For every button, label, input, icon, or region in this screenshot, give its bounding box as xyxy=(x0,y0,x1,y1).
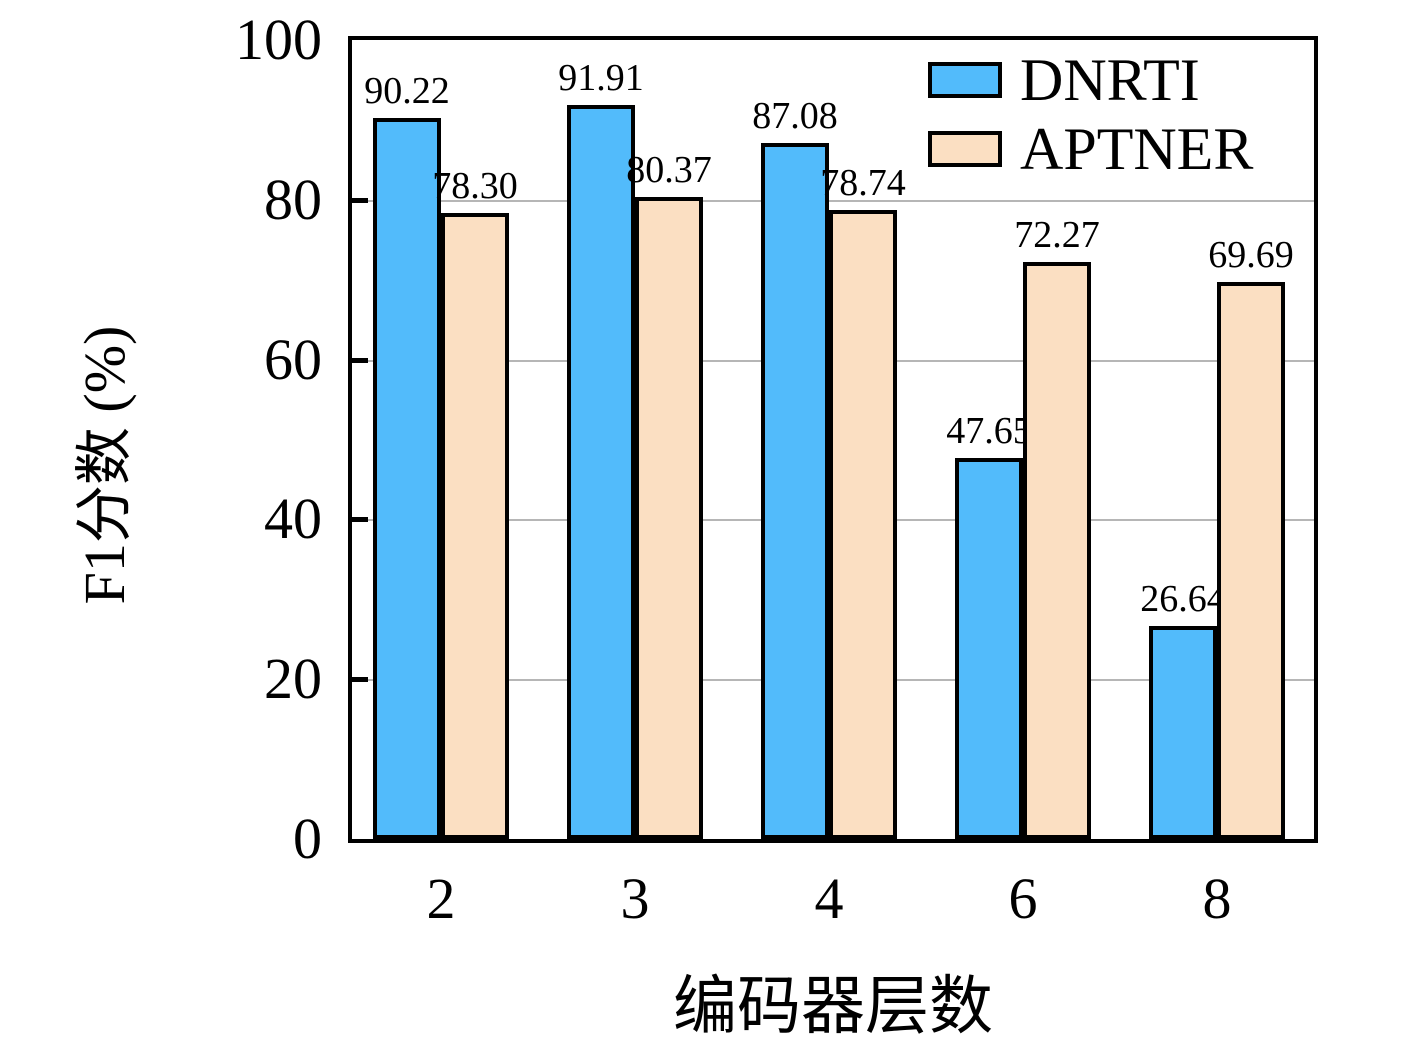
bar-aptner-2 xyxy=(441,213,509,839)
legend-label-aptner: APTNER xyxy=(1020,116,1254,182)
y-tick-label-100: 100 xyxy=(235,7,322,72)
bar-dnrti-6 xyxy=(955,458,1023,839)
value-label-aptner-6: 72.27 xyxy=(1014,213,1100,256)
value-label-dnrti-2: 90.22 xyxy=(364,70,450,113)
value-label-dnrti-4: 87.08 xyxy=(752,95,838,138)
gridline-y80 xyxy=(352,199,1314,202)
value-label-dnrti-3: 91.91 xyxy=(558,56,644,99)
value-label-aptner-2: 78.30 xyxy=(432,165,518,208)
x-tick-label-6: 6 xyxy=(1008,866,1038,931)
bar-dnrti-3 xyxy=(567,104,635,839)
y-tick-mark-60 xyxy=(352,357,368,363)
bar-dnrti-4 xyxy=(761,143,829,839)
legend-swatch-aptner xyxy=(928,131,1002,167)
y-tick-label-20: 20 xyxy=(264,646,322,712)
x-tick-label-3: 3 xyxy=(620,866,650,931)
value-label-dnrti-6: 47.65 xyxy=(946,410,1032,453)
value-label-dnrti-8: 26.64 xyxy=(1140,578,1226,621)
value-label-aptner-3: 80.37 xyxy=(626,148,712,191)
y-tick-mark-40 xyxy=(352,517,368,523)
y-tick-label-40: 40 xyxy=(264,486,322,552)
legend-label-dnrti: DNRTI xyxy=(1020,47,1200,113)
bar-aptner-4 xyxy=(829,209,897,839)
bar-dnrti-8 xyxy=(1149,626,1217,839)
x-tick-label-2: 2 xyxy=(426,866,456,931)
value-label-aptner-8: 69.69 xyxy=(1208,234,1294,277)
legend-swatch-dnrti xyxy=(928,62,1002,98)
legend-item-dnrti: DNRTI xyxy=(928,50,1200,110)
y-tick-label-80: 80 xyxy=(264,166,322,232)
bar-aptner-3 xyxy=(635,196,703,839)
x-axis-label: 编码器层数 xyxy=(673,971,993,1042)
x-tick-label-8: 8 xyxy=(1202,866,1232,931)
x-tick-label-4: 4 xyxy=(814,866,844,931)
plot-inner: 90.22 78.30 91.91 80.37 87.08 78.74 47.65 72.27… xyxy=(352,40,1314,839)
bar-aptner-6 xyxy=(1023,261,1091,839)
y-tick-label-60: 60 xyxy=(264,326,322,392)
y-tick-mark-20 xyxy=(352,677,368,683)
legend-item-aptner: APTNER xyxy=(928,119,1253,179)
bar-aptner-8 xyxy=(1217,282,1285,839)
y-tick-label-0: 0 xyxy=(293,806,322,871)
y-tick-mark-80 xyxy=(352,197,368,203)
bar-dnrti-2 xyxy=(373,118,441,839)
y-axis-label: F1分数 (%) xyxy=(72,325,137,605)
value-label-aptner-4: 78.74 xyxy=(820,161,906,204)
plot-area: 90.22 78.30 91.91 80.37 87.08 78.74 47.65 72.27… xyxy=(348,36,1318,843)
